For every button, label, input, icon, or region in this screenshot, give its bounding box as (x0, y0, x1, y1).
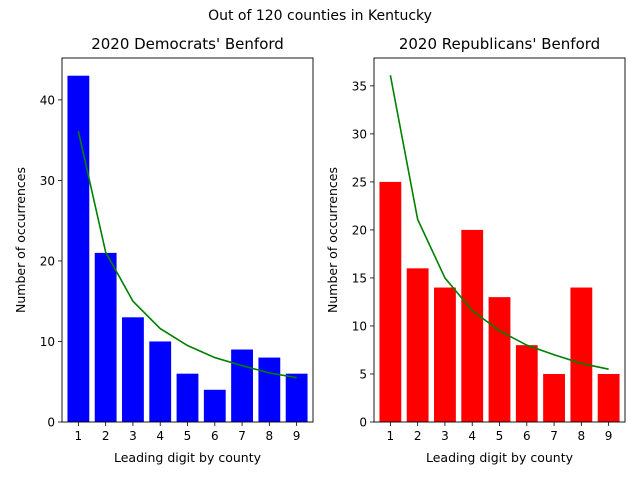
rep-xtick-label-4: 4 (468, 429, 476, 443)
dem-xtick-label-5: 5 (184, 429, 192, 443)
rep-ytick-label-20: 20 (352, 223, 367, 237)
rep-bar-9 (597, 373, 620, 422)
rep-xtick-label-6: 6 (523, 429, 531, 443)
rep-ytick-label-15: 15 (352, 271, 367, 285)
figure-title: Out of 120 counties in Kentucky (208, 8, 432, 24)
rep-ytick-label-10: 10 (352, 319, 367, 333)
rep-bar-2 (406, 268, 429, 422)
dem-bar-2 (94, 252, 117, 422)
rep-bar-8 (570, 287, 593, 422)
rep-ytick-label-0: 0 (359, 416, 367, 430)
rep-bar-4 (461, 229, 484, 422)
rep-bar-5 (488, 297, 511, 422)
dem-xtick-label-8: 8 (266, 429, 274, 443)
dem-benford-line (77, 131, 297, 379)
dem-ytick-label-0: 0 (47, 416, 55, 430)
rep-bar-3 (434, 287, 456, 422)
dem-ytick-label-20: 20 (40, 254, 55, 268)
rep-ytick-label-25: 25 (352, 175, 367, 189)
dem-bar-4 (149, 341, 172, 422)
dem-bar-7 (231, 349, 253, 422)
dem-xtick-label-3: 3 (129, 429, 137, 443)
dem-ytick-label-10: 10 (40, 335, 55, 349)
rep-xtick-label-3: 3 (441, 429, 449, 443)
dem-ytick-label-40: 40 (40, 93, 55, 107)
rep-xtick-label-9: 9 (605, 429, 613, 443)
dem-bar-1 (67, 75, 90, 423)
rep-xtick-label-2: 2 (414, 429, 422, 443)
rep-xtick-label-1: 1 (387, 429, 395, 443)
rep-ytick-label-30: 30 (352, 127, 367, 141)
rep-bar-1 (379, 181, 402, 422)
dem-bar-6 (203, 389, 226, 422)
dem-xtick-label-7: 7 (238, 429, 246, 443)
dem-xtick-label-2: 2 (102, 429, 110, 443)
dem-xtick-label-6: 6 (211, 429, 219, 443)
rep-xtick-label-8: 8 (578, 429, 586, 443)
rep-bar-6 (515, 345, 538, 422)
dem-ytick-label-30: 30 (40, 174, 55, 188)
dem-bar-9 (285, 373, 308, 422)
rep-x-axis-label: Leading digit by county (426, 450, 574, 465)
dem-xtick-label-9: 9 (293, 429, 301, 443)
rep-benford-line (389, 75, 609, 370)
rep-chart-title: 2020 Republicans' Benford (399, 35, 600, 53)
rep-ytick-label-5: 5 (359, 367, 367, 381)
rep-y-axis-label: Number of occurrences (325, 167, 340, 313)
dem-xtick-label-4: 4 (156, 429, 164, 443)
rep-xtick-label-7: 7 (550, 429, 558, 443)
rep-ytick-label-35: 35 (352, 79, 367, 93)
dem-bar-3 (122, 317, 144, 422)
rep-xtick-label-5: 5 (496, 429, 504, 443)
dem-chart-title: 2020 Democrats' Benford (91, 35, 284, 53)
rep-bar-7 (543, 373, 565, 422)
dem-bar-8 (258, 357, 281, 422)
dem-bar-5 (176, 373, 199, 422)
dem-xtick-label-1: 1 (75, 429, 83, 443)
dem-x-axis-label: Leading digit by county (114, 450, 262, 465)
dem-y-axis-label: Number of occurrences (13, 167, 28, 313)
